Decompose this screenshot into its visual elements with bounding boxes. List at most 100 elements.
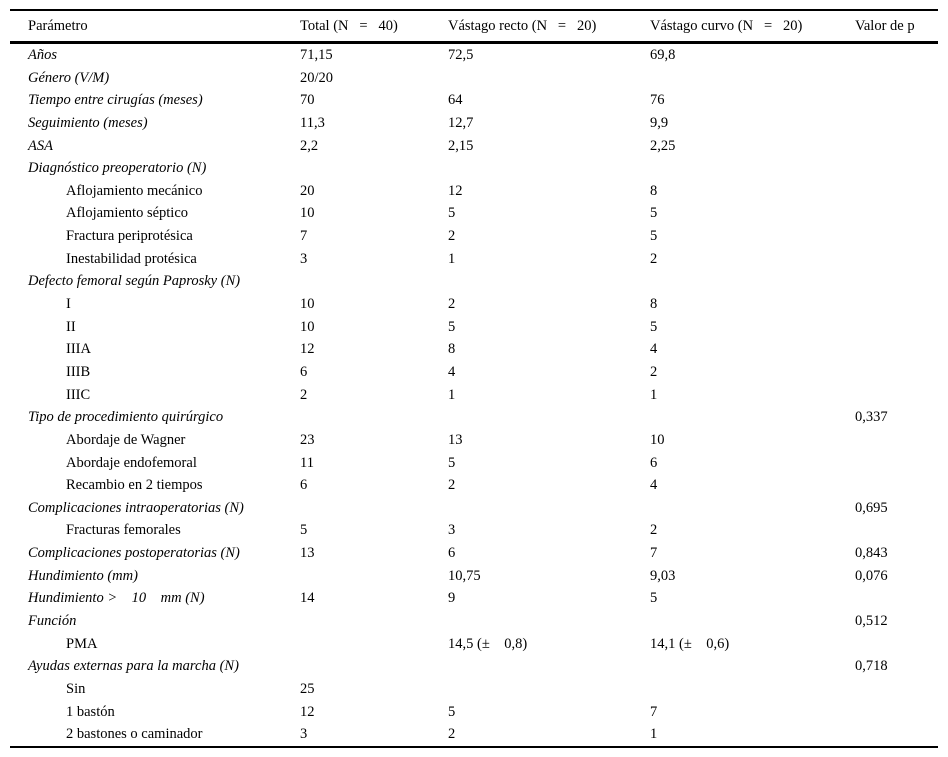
table-row: 2 bastones o caminador 3 2 1	[10, 723, 938, 746]
parameter-label: Ayudas externas para la marcha (N)	[28, 658, 239, 675]
parameter-label: I	[66, 296, 71, 313]
table-row: IIIA 12 8 4	[10, 338, 938, 361]
straight-stem-value: 1	[448, 250, 456, 267]
straight-stem-value: 5	[448, 205, 456, 222]
table-row: II 10 5 5	[10, 316, 938, 339]
curved-stem-value: 2	[650, 522, 658, 539]
straight-stem-value: 13	[448, 431, 463, 448]
table-header-row: Parámetro Total (N = 40) Vástago recto (…	[10, 11, 938, 44]
column-header-total: Total (N = 40)	[300, 17, 398, 34]
straight-stem-value: 5	[448, 703, 456, 720]
total-value: 10	[300, 205, 315, 222]
curved-stem-value: 9,9	[650, 114, 669, 131]
table-row: Abordaje endofemoral 11 5 6	[10, 452, 938, 475]
total-value: 6	[300, 363, 308, 380]
straight-stem-value: 2	[448, 726, 456, 743]
total-value: 2,2	[300, 137, 319, 154]
total-value: 11,3	[300, 114, 325, 131]
total-value: 10	[300, 318, 315, 335]
curved-stem-value: 69,8	[650, 47, 676, 63]
table-row: Seguimiento (meses) 11,3 12,7 9,9	[10, 112, 938, 135]
parameter-label: PMA	[66, 635, 98, 652]
table-row: Fracturas femorales 5 3 2	[10, 519, 938, 542]
total-value: 13	[300, 545, 315, 562]
total-value: 6	[300, 477, 308, 494]
parameter-label: IIIB	[66, 363, 91, 380]
parameter-label: Defecto femoral según Paprosky (N)	[28, 273, 241, 290]
curved-stem-value: 4	[650, 477, 658, 494]
table-row: Recambio en 2 tiempos 6 2 4	[10, 474, 938, 497]
table-row: Función 0,512	[10, 610, 938, 633]
total-value: 20	[300, 182, 315, 199]
table-row: PMA 14,5 (± 0,8) 14,1 (± 0,6)	[10, 633, 938, 656]
parameter-label: Recambio en 2 tiempos	[66, 477, 203, 494]
curved-stem-value: 6	[650, 454, 658, 471]
total-value: 70	[300, 92, 315, 109]
parameter-label: Tipo de procedimiento quirúrgico	[28, 409, 224, 426]
parameter-label: Abordaje de Wagner	[66, 431, 186, 448]
total-value: 7	[300, 228, 308, 245]
total-value: 3	[300, 250, 308, 267]
straight-stem-value: 2	[448, 296, 456, 313]
straight-stem-value: 9	[448, 590, 456, 607]
parameter-label: Aflojamiento mecánico	[66, 182, 203, 199]
total-value: 12	[300, 341, 315, 358]
parameter-label: Función	[28, 613, 77, 630]
parameter-label: 2 bastones o caminador	[66, 726, 203, 743]
total-value: 2	[300, 386, 308, 403]
straight-stem-value: 3	[448, 522, 456, 539]
table-row: Defecto femoral según Paprosky (N)	[10, 270, 938, 293]
straight-stem-value: 6	[448, 545, 456, 562]
curved-stem-value: 76	[650, 92, 665, 109]
table-row: Hundimiento (mm) 10,75 9,03 0,076	[10, 565, 938, 588]
parameter-label: IIIC	[66, 386, 91, 403]
curved-stem-value: 5	[650, 205, 658, 222]
parameter-label: II	[66, 318, 76, 335]
curved-stem-value: 4	[650, 341, 658, 358]
straight-stem-value: 2	[448, 228, 456, 245]
parameter-label: Aflojamiento séptico	[66, 205, 189, 222]
straight-stem-value: 8	[448, 341, 456, 358]
straight-stem-value: 12	[448, 182, 463, 199]
parameter-label: Inestabilidad protésica	[66, 250, 197, 267]
straight-stem-value: 5	[448, 454, 456, 471]
total-value: 14	[300, 590, 315, 607]
curved-stem-value: 8	[650, 296, 658, 313]
p-value: 0,843	[855, 545, 888, 562]
table-row: Hundimiento > 10 mm (N) 14 9 5	[10, 587, 938, 610]
curved-stem-value: 9,03	[650, 567, 676, 584]
curved-stem-value: 14,1 (± 0,6)	[650, 635, 730, 652]
p-value: 0,337	[855, 409, 888, 426]
total-value: 11	[300, 454, 314, 471]
parameter-label: 1 bastón	[66, 703, 115, 720]
curved-stem-value: 2	[650, 250, 658, 267]
parameter-label: Hundimiento (mm)	[28, 567, 138, 584]
table-row: Aflojamiento séptico 10 5 5	[10, 202, 938, 225]
parameter-label: Seguimiento (meses)	[28, 114, 148, 131]
curved-stem-value: 7	[650, 545, 658, 562]
straight-stem-value: 2	[448, 477, 456, 494]
table-row: I 10 2 8	[10, 293, 938, 316]
straight-stem-value: 1	[448, 386, 456, 403]
column-header-vastago-curvo: Vástago curvo (N = 20)	[650, 17, 803, 34]
table-row: Inestabilidad protésica 3 1 2	[10, 248, 938, 271]
straight-stem-value: 64	[448, 92, 463, 109]
straight-stem-value: 4	[448, 363, 456, 380]
straight-stem-value: 12,7	[448, 114, 474, 131]
total-value: 12	[300, 703, 315, 720]
total-value: 25	[300, 680, 315, 697]
parameter-label: ASA	[28, 137, 53, 154]
p-value: 0,695	[855, 499, 888, 516]
curved-stem-value: 8	[650, 182, 658, 199]
curved-stem-value: 10	[650, 431, 665, 448]
table-row: Complicaciones intraoperatorias (N) 0,69…	[10, 497, 938, 520]
curved-stem-value: 5	[650, 318, 658, 335]
column-header-parametro: Parámetro	[28, 17, 88, 34]
parameter-label: Complicaciones intraoperatorias (N)	[28, 499, 244, 516]
table-row: Aflojamiento mecánico 20 12 8	[10, 180, 938, 203]
table-row: Abordaje de Wagner 23 13 10	[10, 429, 938, 452]
parameter-label: Sin	[66, 680, 86, 697]
column-header-vastago-recto: Vástago recto (N = 20)	[448, 17, 597, 34]
curved-stem-value: 1	[650, 726, 658, 743]
